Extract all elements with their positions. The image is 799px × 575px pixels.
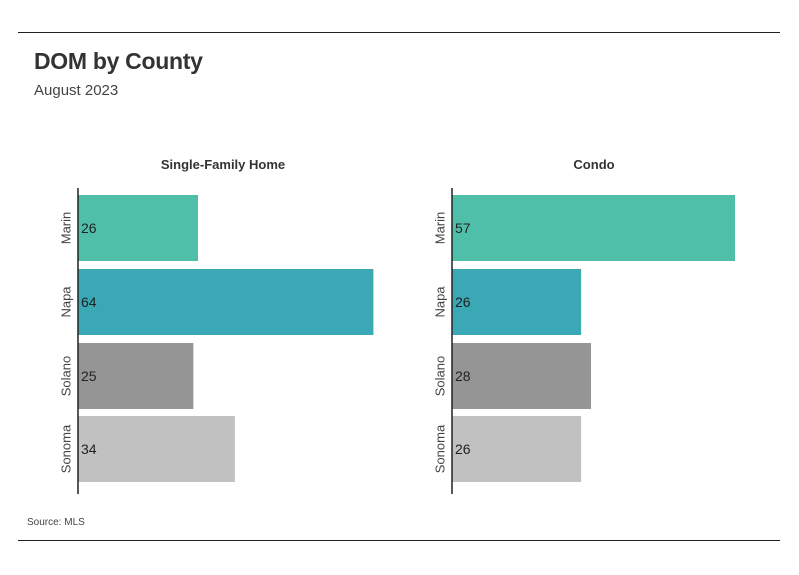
bar-napa <box>78 269 374 335</box>
panel-title: Condo <box>573 157 614 172</box>
category-label: Marin <box>433 212 448 245</box>
top-rule <box>18 32 780 33</box>
chart-subtitle: August 2023 <box>34 82 119 99</box>
category-label: Solano <box>433 356 448 396</box>
category-label: Sonoma <box>59 424 74 473</box>
category-label: Napa <box>433 286 448 318</box>
value-label: 25 <box>81 368 97 384</box>
bar-napa <box>452 269 582 335</box>
value-label: 28 <box>455 368 471 384</box>
bottom-rule <box>18 540 780 541</box>
category-label: Marin <box>59 212 74 245</box>
value-label: 34 <box>81 441 97 457</box>
bar-marin <box>78 195 198 261</box>
category-label: Solano <box>59 356 74 396</box>
bar-sonoma <box>78 416 235 482</box>
value-label: 26 <box>455 441 471 457</box>
chart-title: DOM by County <box>34 48 203 74</box>
value-label: 57 <box>455 220 471 236</box>
category-label: Sonoma <box>433 424 448 473</box>
bar-marin <box>452 195 736 261</box>
value-label: 26 <box>455 294 471 310</box>
bar-solano <box>78 343 194 409</box>
category-label: Napa <box>59 286 74 318</box>
panel-1: Condo 57 Marin 26 Napa 28 Solano 26 Sonoma <box>433 157 736 494</box>
panel-0: Single-Family Home 26 Marin 64 Napa 25 Solano 3… <box>59 157 374 494</box>
value-label: 64 <box>81 294 97 310</box>
value-label: 26 <box>81 220 97 236</box>
bar-solano <box>452 343 592 409</box>
bar-sonoma <box>452 416 582 482</box>
source-note: Source: MLS <box>27 517 85 528</box>
panel-title: Single-Family Home <box>161 157 285 172</box>
